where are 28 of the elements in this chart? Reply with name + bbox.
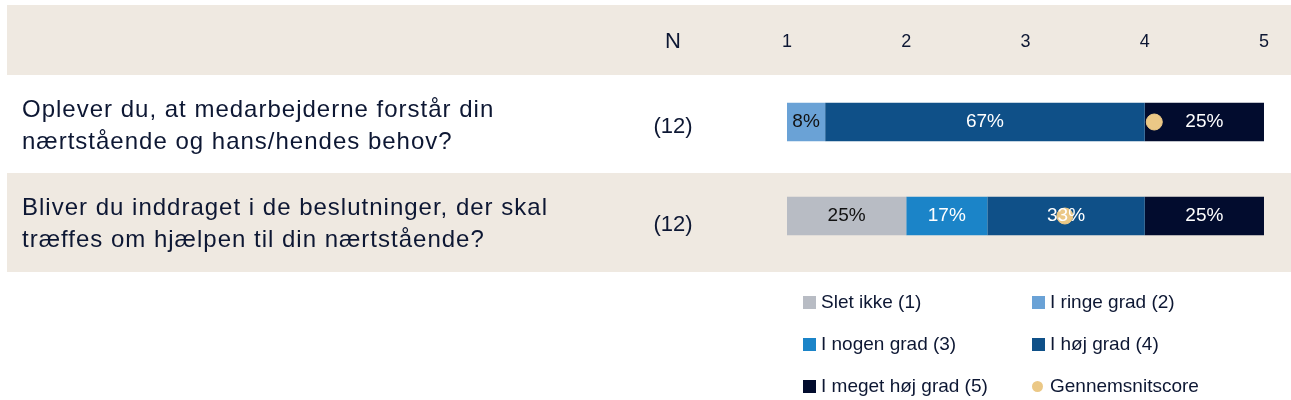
data-label: 25%	[1185, 110, 1224, 132]
legend-label: Gennemsnitscore	[1050, 375, 1199, 397]
legend-label: Slet ikke (1)	[821, 291, 922, 313]
data-label: 25%	[827, 204, 866, 226]
data-label: 8%	[792, 110, 820, 132]
legend-label: I nogen grad (3)	[821, 333, 957, 355]
x2-tick-label: 2	[901, 31, 912, 52]
text: (12)	[652, 211, 694, 237]
y-tick-label: Bliver du inddraget i de beslutninger, der skal træffes om hjælpen til din nærtstående?	[22, 192, 549, 254]
x2-tick-label: 1	[782, 31, 793, 52]
x2-tick-label: 4	[1139, 31, 1150, 52]
text: N	[664, 28, 682, 54]
x2-tick-label: 3	[1020, 31, 1031, 52]
legend-label: I ringe grad (2)	[1050, 291, 1175, 313]
y-tick-label: Oplever du, at medarbejderne forstår din nærtstående og hans/hendes behov?	[22, 94, 496, 156]
data-label: 67%	[965, 110, 1005, 132]
bar	[1144, 196, 1264, 236]
bar	[825, 102, 1145, 142]
bar	[1144, 102, 1264, 142]
bar	[906, 196, 988, 236]
legend-label: I høj grad (4)	[1050, 333, 1159, 355]
bar	[987, 196, 1145, 236]
data-label: 25%	[1185, 204, 1224, 226]
data-label: 17%	[927, 204, 966, 226]
x2-tick-label: 5	[1258, 31, 1269, 52]
legend-label: I meget høj grad (5)	[821, 375, 988, 397]
text: (12)	[652, 113, 694, 139]
bar	[787, 196, 907, 236]
